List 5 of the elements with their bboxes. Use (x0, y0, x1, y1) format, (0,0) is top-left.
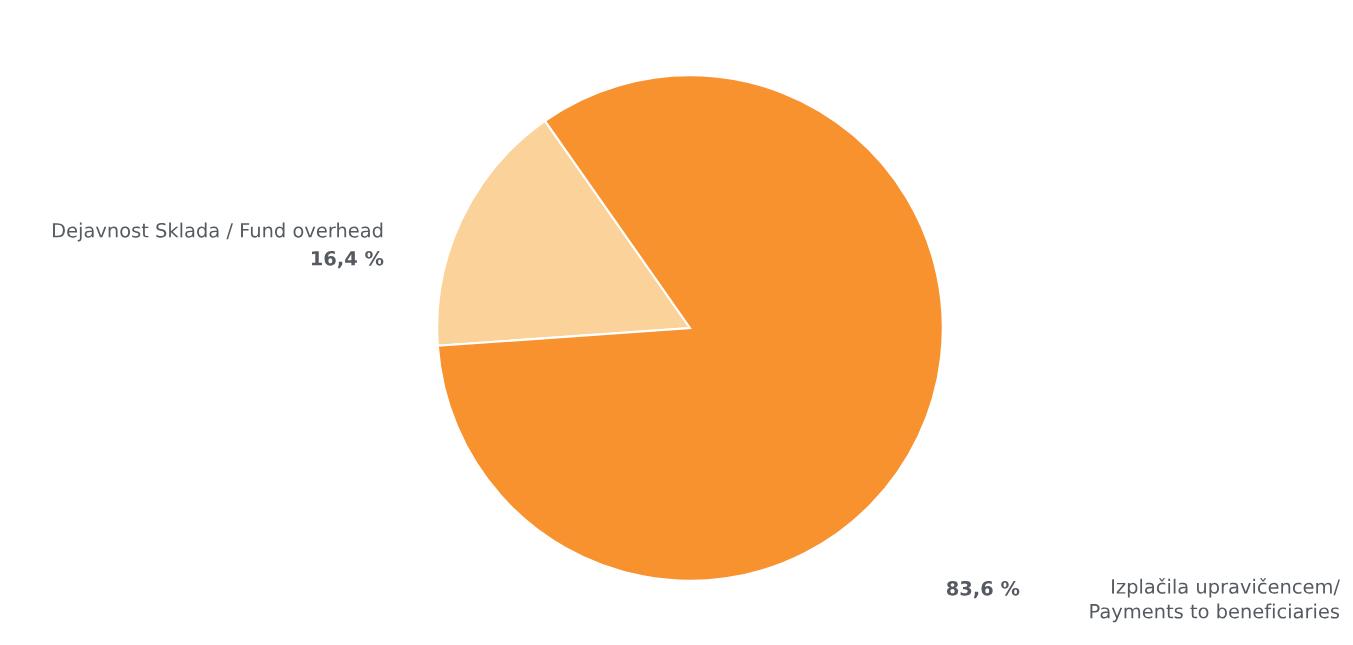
data-label: 16,4 % (311, 250, 384, 269)
pie-slice (436, 74, 944, 582)
slice-label: Dejavnost Sklada / Fund overhead (53, 222, 383, 242)
slice-label: Izplačila upravičencem/ Payments to beneficiaries (1090, 578, 1340, 623)
data-label: 83,6 % (946, 580, 1020, 599)
